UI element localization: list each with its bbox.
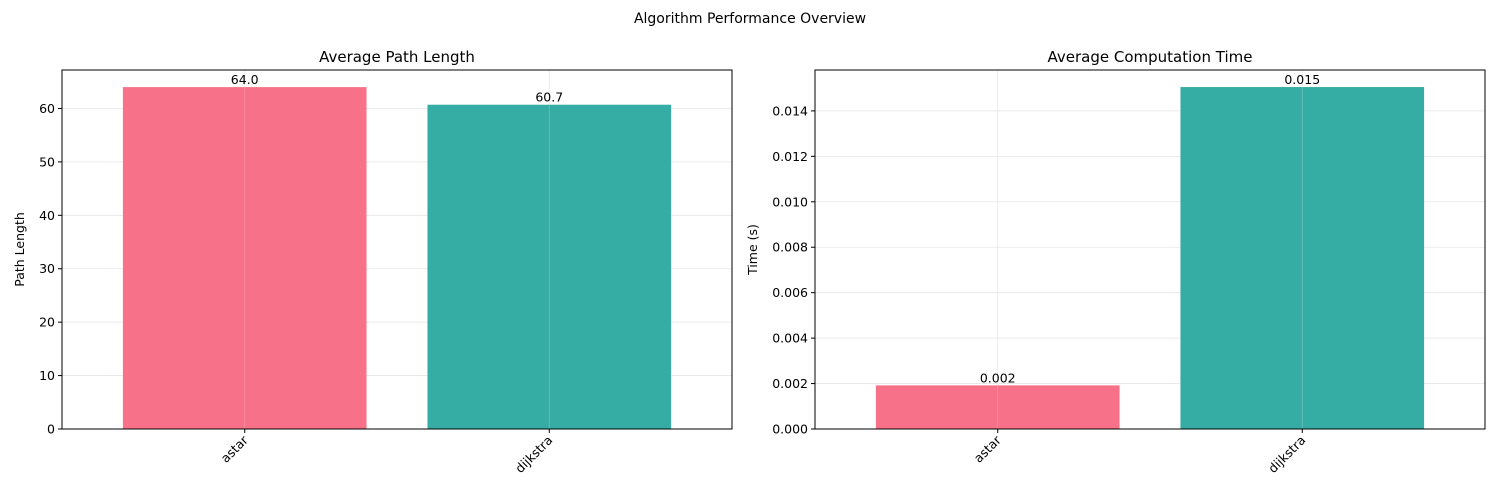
bar-value-label: 0.002 <box>980 370 1016 385</box>
bar-dijkstra <box>427 104 672 429</box>
y-tick-label: 60 <box>39 101 55 116</box>
y-tick-label: 50 <box>39 154 55 169</box>
axes-frame <box>814 69 1486 430</box>
x-tick-label: dijkstra <box>1265 433 1308 476</box>
bar-astar <box>875 385 1120 429</box>
y-tick-label: 30 <box>39 261 55 276</box>
x-tick-label: astar <box>971 432 1005 466</box>
chart-title: Average Path Length <box>319 48 475 66</box>
panel-computation-time: 0.002 0.015 0.000 0.002 0.004 0.006 0.008 0.010… <box>745 48 1486 476</box>
y-tick-label: 0.010 <box>772 194 808 209</box>
bar-dijkstra <box>1180 87 1425 429</box>
y-tick-label: 0.000 <box>772 422 808 437</box>
y-tick-label: 0.002 <box>772 376 808 391</box>
y-tick-label: 20 <box>39 315 55 330</box>
bar-value-label: 60.7 <box>535 90 563 105</box>
y-tick-label: 0.004 <box>772 331 808 346</box>
x-tick-label: dijkstra <box>512 433 555 476</box>
y-axis-label: Path Length <box>12 212 27 287</box>
y-tick-label: 0.008 <box>772 240 808 255</box>
figure-suptitle: Algorithm Performance Overview <box>634 11 866 27</box>
y-tick-label: 10 <box>39 368 55 383</box>
bar-value-label: 64.0 <box>231 72 259 87</box>
axes-frame <box>61 69 733 430</box>
y-axis-label: Time (s) <box>745 224 760 276</box>
y-tick-label: 40 <box>39 208 55 223</box>
chart-title: Average Computation Time <box>1048 48 1253 66</box>
y-tick-label: 0 <box>47 422 55 437</box>
panel-path-length: 64.0 60.7 0 10 20 30 40 50 60 astar dijkstra Averag… <box>12 48 733 476</box>
bar-astar <box>122 87 367 429</box>
y-tick-label: 0.012 <box>772 149 808 164</box>
bar-value-label: 0.015 <box>1284 72 1320 87</box>
x-tick-label: astar <box>218 432 252 466</box>
y-tick-label: 0.006 <box>772 285 808 300</box>
y-tick-label: 0.014 <box>772 103 808 118</box>
